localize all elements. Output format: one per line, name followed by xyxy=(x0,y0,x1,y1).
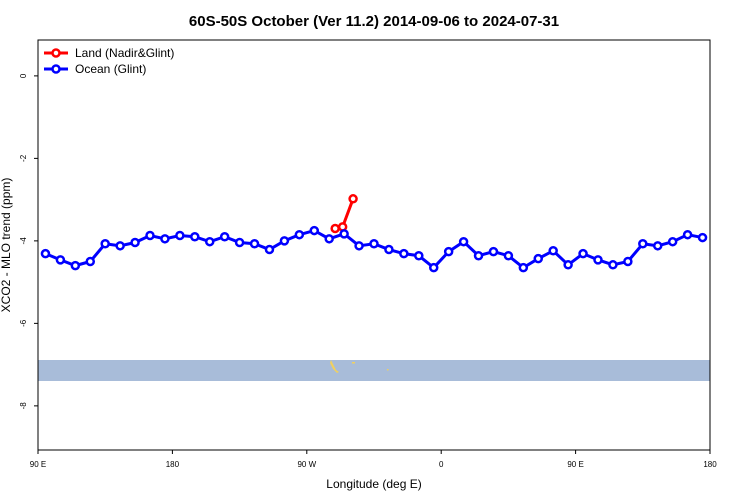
data-point xyxy=(70,260,81,271)
y-tick-label: -8 xyxy=(19,402,28,410)
data-point xyxy=(593,255,603,265)
y-tick-label: -6 xyxy=(19,319,28,327)
data-point xyxy=(652,241,663,251)
data-point xyxy=(354,241,364,251)
y-axis-label: XCO2 - MLO trend (ppm) xyxy=(0,178,13,313)
data-point xyxy=(115,241,125,251)
data-point xyxy=(249,239,260,249)
data-point xyxy=(234,237,245,248)
data-point xyxy=(473,250,484,261)
legend-label: Ocean (Glint) xyxy=(75,62,146,76)
data-point xyxy=(503,250,514,261)
x-tick-label: 90 W xyxy=(297,460,316,469)
data-point xyxy=(324,234,334,244)
data-point xyxy=(369,239,379,249)
data-point xyxy=(667,236,678,247)
data-point xyxy=(414,250,424,261)
data-point xyxy=(55,255,66,265)
data-point xyxy=(638,239,648,249)
data-point xyxy=(279,236,290,246)
data-point xyxy=(219,232,230,242)
legend-marker xyxy=(51,48,61,58)
data-point xyxy=(578,248,588,259)
data-point xyxy=(330,223,340,234)
data-point xyxy=(85,256,96,267)
data-point xyxy=(608,260,618,270)
data-point xyxy=(100,239,110,249)
land-patch xyxy=(330,360,339,373)
data-point xyxy=(533,253,544,264)
data-point xyxy=(40,248,51,259)
data-point xyxy=(518,262,529,273)
x-axis-label: Longitude (deg E) xyxy=(326,477,421,491)
data-point xyxy=(145,230,155,241)
x-tick-label: 180 xyxy=(703,460,717,469)
y-tick-label: -2 xyxy=(19,154,28,162)
data-point xyxy=(190,232,200,242)
x-tick-label: 180 xyxy=(166,460,180,469)
legend-label: Land (Nadir&Glint) xyxy=(75,46,174,60)
plot-frame xyxy=(37,39,711,451)
data-point xyxy=(384,244,394,255)
x-tick-label: 90 E xyxy=(30,460,46,469)
data-point xyxy=(428,262,439,273)
data-point xyxy=(175,230,185,241)
land-patch xyxy=(387,369,389,371)
data-point xyxy=(488,246,499,257)
data-point xyxy=(399,248,409,259)
data-point xyxy=(204,236,215,247)
data-point xyxy=(294,229,305,240)
legend-marker xyxy=(51,64,61,74)
data-point xyxy=(264,244,275,255)
y-tick-label: 0 xyxy=(19,73,28,78)
data-point xyxy=(339,229,349,239)
data-point xyxy=(309,225,320,236)
land-patch xyxy=(352,362,355,364)
data-point xyxy=(160,234,170,244)
data-point xyxy=(348,194,358,204)
chart-title: 60S-50S October (Ver 11.2) 2014-09-06 to… xyxy=(189,13,559,30)
map-strip xyxy=(38,360,710,381)
data-point xyxy=(563,260,573,270)
data-point xyxy=(697,232,708,243)
data-point xyxy=(623,256,633,267)
series-line xyxy=(44,228,703,270)
x-tick-label: 90 E xyxy=(567,460,583,469)
y-tick-label: -4 xyxy=(19,237,28,245)
data-point xyxy=(548,246,558,256)
data-point xyxy=(443,246,454,257)
x-tick-label: 0 xyxy=(439,460,444,469)
data-point xyxy=(130,237,140,248)
data-point xyxy=(682,229,693,240)
data-point xyxy=(458,236,469,247)
